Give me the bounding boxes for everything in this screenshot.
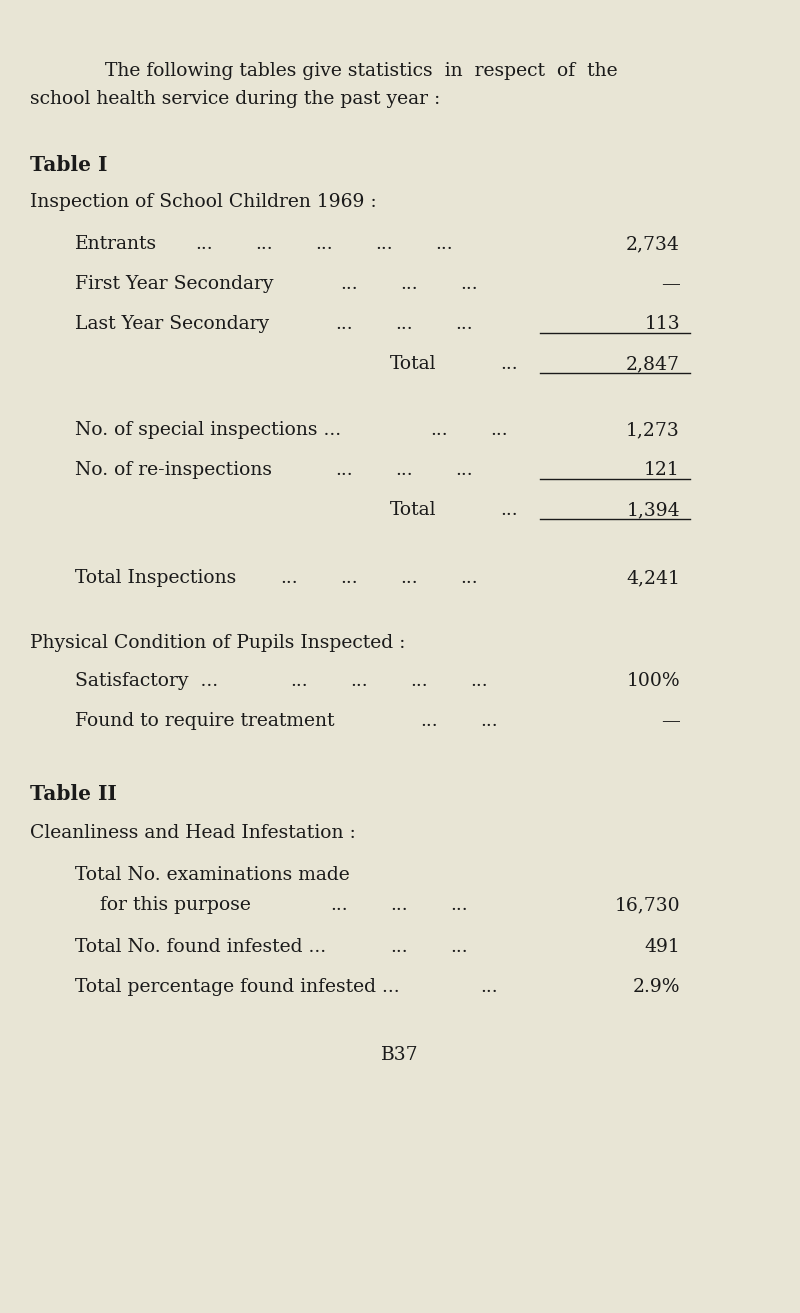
- Text: 16,730: 16,730: [614, 895, 680, 914]
- Text: 2.9%: 2.9%: [633, 978, 680, 997]
- Text: Total Inspections: Total Inspections: [75, 569, 236, 587]
- Text: ...: ...: [435, 235, 453, 253]
- Text: Total percentage found infested ...: Total percentage found infested ...: [75, 978, 400, 997]
- Text: ...: ...: [410, 672, 428, 691]
- Text: B37: B37: [381, 1046, 419, 1064]
- Text: ...: ...: [420, 712, 438, 730]
- Text: Last Year Secondary: Last Year Secondary: [75, 315, 269, 334]
- Text: ...: ...: [395, 315, 413, 334]
- Text: 2,734: 2,734: [626, 235, 680, 253]
- Text: 4,241: 4,241: [626, 569, 680, 587]
- Text: Table I: Table I: [30, 155, 107, 175]
- Text: ...: ...: [460, 569, 478, 587]
- Text: ...: ...: [390, 937, 408, 956]
- Text: ...: ...: [500, 502, 518, 519]
- Text: ...: ...: [195, 235, 213, 253]
- Text: Total: Total: [390, 355, 437, 373]
- Text: Total: Total: [390, 502, 437, 519]
- Text: 113: 113: [644, 315, 680, 334]
- Text: ...: ...: [470, 672, 488, 691]
- Text: —: —: [661, 712, 680, 730]
- Text: ...: ...: [480, 712, 498, 730]
- Text: ...: ...: [335, 315, 353, 334]
- Text: school health service during the past year :: school health service during the past ye…: [30, 91, 440, 108]
- Text: ...: ...: [335, 461, 353, 479]
- Text: ...: ...: [455, 461, 473, 479]
- Text: ...: ...: [390, 895, 408, 914]
- Text: ...: ...: [430, 421, 448, 439]
- Text: ...: ...: [500, 355, 518, 373]
- Text: Total No. found infested ...: Total No. found infested ...: [75, 937, 326, 956]
- Text: First Year Secondary: First Year Secondary: [75, 274, 274, 293]
- Text: ...: ...: [280, 569, 298, 587]
- Text: No. of re-inspections: No. of re-inspections: [75, 461, 272, 479]
- Text: 1,394: 1,394: [626, 502, 680, 519]
- Text: ...: ...: [400, 569, 418, 587]
- Text: ...: ...: [455, 315, 473, 334]
- Text: Satisfactory  ...: Satisfactory ...: [75, 672, 218, 691]
- Text: Total No. examinations made: Total No. examinations made: [75, 867, 350, 884]
- Text: —: —: [661, 274, 680, 293]
- Text: 121: 121: [644, 461, 680, 479]
- Text: Table II: Table II: [30, 784, 117, 804]
- Text: ...: ...: [330, 895, 348, 914]
- Text: Found to require treatment: Found to require treatment: [75, 712, 334, 730]
- Text: ...: ...: [340, 274, 358, 293]
- Text: ...: ...: [315, 235, 333, 253]
- Text: ...: ...: [255, 235, 273, 253]
- Text: ...: ...: [400, 274, 418, 293]
- Text: ...: ...: [290, 672, 308, 691]
- Text: 1,273: 1,273: [626, 421, 680, 439]
- Text: Entrants: Entrants: [75, 235, 157, 253]
- Text: 491: 491: [644, 937, 680, 956]
- Text: No. of special inspections ...: No. of special inspections ...: [75, 421, 341, 439]
- Text: 2,847: 2,847: [626, 355, 680, 373]
- Text: ...: ...: [460, 274, 478, 293]
- Text: ...: ...: [450, 895, 468, 914]
- Text: ...: ...: [395, 461, 413, 479]
- Text: ...: ...: [340, 569, 358, 587]
- Text: ...: ...: [490, 421, 508, 439]
- Text: ...: ...: [350, 672, 368, 691]
- Text: ...: ...: [450, 937, 468, 956]
- Text: for this purpose: for this purpose: [100, 895, 251, 914]
- Text: 100%: 100%: [626, 672, 680, 691]
- Text: The following tables give statistics  in  respect  of  the: The following tables give statistics in …: [105, 62, 618, 80]
- Text: Physical Condition of Pupils Inspected :: Physical Condition of Pupils Inspected :: [30, 634, 406, 653]
- Text: Cleanliness and Head Infestation :: Cleanliness and Head Infestation :: [30, 825, 356, 842]
- Text: ...: ...: [480, 978, 498, 997]
- Text: Inspection of School Children 1969 :: Inspection of School Children 1969 :: [30, 193, 377, 211]
- Text: ...: ...: [375, 235, 393, 253]
